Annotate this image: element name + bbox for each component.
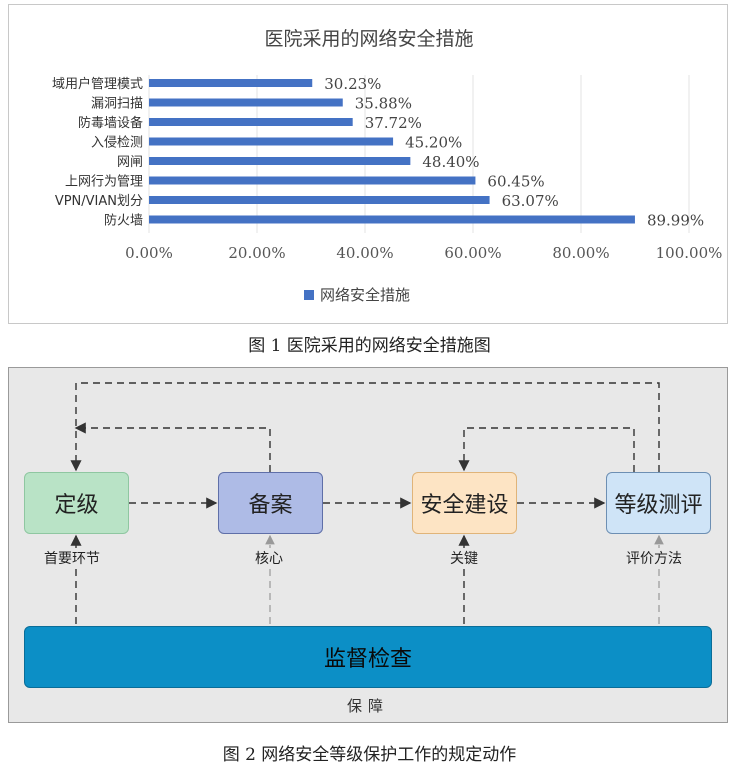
- category-label: 漏洞扫描: [91, 96, 143, 112]
- data-label: 89.99%: [647, 212, 704, 230]
- data-label: 60.45%: [487, 173, 544, 191]
- sublabel-cepin: 评价方法: [625, 548, 683, 568]
- data-labels: 30.23% 35.88%37.72% 45.20%48.40% 60.45%63.0…: [324, 75, 704, 230]
- x-tick-label: 0.00%: [125, 244, 173, 262]
- x-tick-label: 60.00%: [444, 244, 501, 262]
- figure1-caption: 图 1 医院采用的网络安全措施图: [248, 336, 491, 356]
- bars: [149, 79, 635, 224]
- category-label: 网闸: [117, 155, 143, 170]
- x-tick-label: 100.00%: [656, 244, 723, 262]
- bar: [149, 157, 411, 165]
- figure2-caption: 图 2 网络安全等级保护工作的规定动作: [222, 745, 517, 765]
- bar: [149, 137, 394, 146]
- protection-flow-diagram: 定级 备案 安全建设 等级测评 监督检查 首要环节 核心 关键 评价方法 保障: [8, 367, 728, 723]
- bar: [149, 118, 353, 126]
- data-label: 45.20%: [405, 134, 462, 152]
- data-label: 63.07%: [502, 192, 559, 210]
- arrow-cepin-jianshe: [458, 427, 635, 472]
- category-label: VPN/VIAN划分: [55, 194, 143, 209]
- bar: [149, 215, 635, 224]
- category-label: 上网行为管理: [65, 175, 143, 190]
- category-label: 防火墙: [104, 213, 143, 229]
- data-label: 35.88%: [355, 95, 412, 113]
- arrow-beian-dingji: [74, 422, 271, 472]
- legend-label: 网络安全措施: [320, 286, 410, 304]
- x-tick-label: 80.00%: [552, 244, 609, 262]
- chart-title: 医院采用的网络安全措施: [264, 28, 473, 50]
- step-cepin-box: 等级测评: [606, 472, 711, 534]
- guarantee-label: 保障: [346, 697, 389, 715]
- sublabel-dingji: 首要环节: [43, 548, 101, 568]
- bar: [149, 176, 476, 185]
- chart-figure: 医院采用的网络安全措施 域用户管理模式漏洞扫描防毒墙设备入侵检测网闸上网行为管理…: [8, 4, 728, 324]
- x-tick-label: 40.00%: [336, 244, 393, 262]
- legend: 网络安全措施: [304, 286, 410, 304]
- bar: [149, 98, 343, 107]
- sublabel-jianshe: 关键: [449, 548, 479, 568]
- data-label: 37.72%: [365, 114, 422, 132]
- category-label: 入侵检测: [91, 135, 143, 151]
- sublabel-beian: 核心: [254, 548, 284, 568]
- data-label: 48.40%: [422, 153, 479, 171]
- supervision-box: 监督检查: [24, 626, 712, 688]
- category-label: 域用户管理模式: [52, 76, 143, 92]
- step-jianshe-box: 安全建设: [412, 472, 517, 534]
- step-beian-box: 备案: [218, 472, 323, 534]
- bar: [149, 196, 490, 204]
- step-dingji-box: 定级: [24, 472, 129, 534]
- x-tick-label: 20.00%: [228, 244, 285, 262]
- bar: [149, 79, 313, 87]
- data-label: 30.23%: [324, 75, 381, 93]
- x-tick-labels: 0.00% 20.00% 40.00% 60.00% 80.00% 100.00%: [125, 244, 722, 262]
- bar-chart: 医院采用的网络安全措施 域用户管理模式漏洞扫描防毒墙设备入侵检测网闸上网行为管理…: [52, 28, 722, 304]
- legend-swatch: [304, 290, 314, 300]
- category-label: 防毒墙设备: [78, 115, 143, 131]
